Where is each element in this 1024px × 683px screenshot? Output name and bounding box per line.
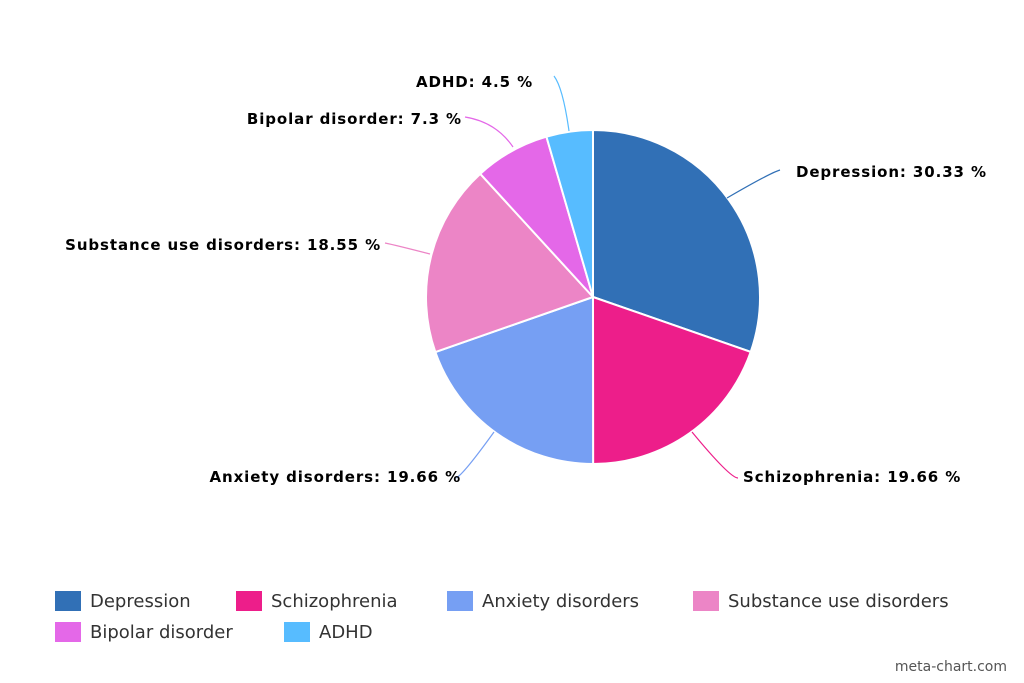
connector-line-adhd (553, 75, 570, 132)
legend-label: Schizophrenia (271, 590, 398, 612)
connector-line-anxiety-disorders (455, 431, 495, 479)
legend-label: Depression (90, 590, 191, 612)
pie-slice-adhd[interactable] (545, 128, 594, 298)
legend-item-schizophrenia[interactable]: Schizophrenia (236, 589, 398, 613)
legend-label: ADHD (319, 621, 373, 643)
connector-line-bipolar-disorder (464, 116, 514, 148)
pie-slice-schizophrenia[interactable] (591, 295, 752, 466)
legend-item-depression[interactable]: Depression (55, 589, 191, 613)
legend-item-anxiety-disorders[interactable]: Anxiety disorders (447, 589, 639, 613)
legend-swatch-substance-use-disorders (693, 591, 719, 611)
legend-label: Bipolar disorder (90, 621, 233, 643)
credit-link[interactable]: meta-chart.com (894, 659, 1007, 675)
connector-line-substance-use-disorders (384, 242, 431, 255)
pie-slice-depression[interactable] (592, 128, 761, 354)
legend-label: Substance use disorders (728, 590, 949, 612)
legend-swatch-bipolar-disorder (55, 622, 81, 642)
legend-swatch-schizophrenia (236, 591, 262, 611)
pie-slice-substance-use-disorders[interactable] (425, 172, 595, 354)
legend-swatch-depression (55, 591, 81, 611)
connector-line-depression (726, 169, 781, 199)
data-label-adhd: ADHD: 4.5 % (416, 73, 533, 91)
legend-swatch-anxiety-disorders (447, 591, 473, 611)
data-label-bipolar-disorder: Bipolar disorder: 7.3 % (247, 110, 462, 128)
data-label-schizophrenia: Schizophrenia: 19.66 % (743, 468, 961, 486)
legend-label: Anxiety disorders (482, 590, 640, 612)
legend-item-adhd[interactable]: ADHD (284, 620, 373, 644)
data-label-depression: Depression: 30.33 % (796, 163, 987, 181)
data-label-anxiety-disorders: Anxiety disorders: 19.66 % (209, 468, 461, 486)
connector-line-schizophrenia (691, 431, 739, 479)
data-label-substance-use-disorders: Substance use disorders: 18.55 % (65, 236, 381, 254)
legend-swatch-adhd (284, 622, 310, 642)
legend-item-bipolar-disorder[interactable]: Bipolar disorder (55, 620, 233, 644)
legend-item-substance-use-disorders[interactable]: Substance use disorders (693, 589, 949, 613)
